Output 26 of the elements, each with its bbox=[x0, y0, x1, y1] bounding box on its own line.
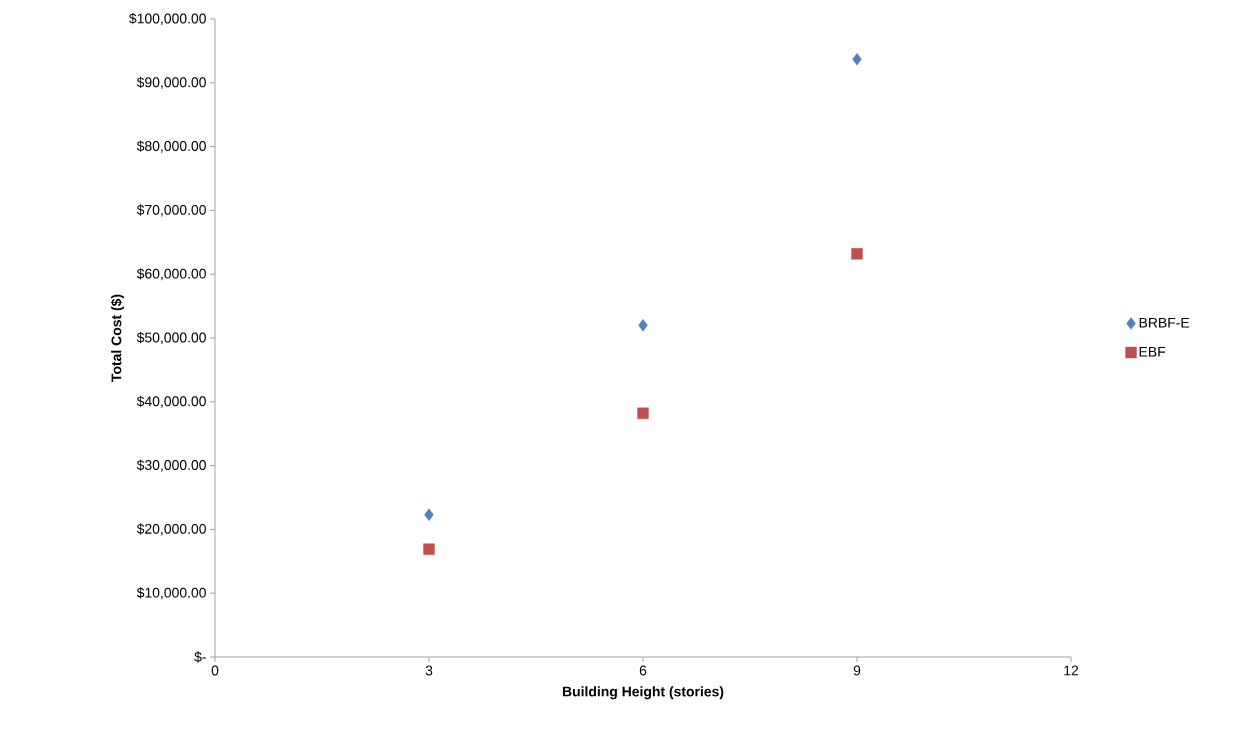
y-tick-label: $90,000.00 bbox=[136, 76, 206, 89]
y-tick-label: $20,000.00 bbox=[136, 523, 206, 536]
point bbox=[852, 52, 862, 66]
x-tick-label: 6 bbox=[639, 665, 647, 676]
point bbox=[637, 407, 649, 419]
y-tick-label: $- bbox=[194, 651, 206, 663]
y-tick-label: $60,000.00 bbox=[136, 268, 206, 281]
y-axis-title: Total Cost ($) bbox=[110, 294, 125, 382]
point bbox=[638, 319, 648, 332]
x-tick-label: 0 bbox=[211, 665, 219, 676]
y-tick-label: $30,000.00 bbox=[136, 459, 206, 472]
x-tick-label: 12 bbox=[1064, 665, 1079, 676]
y-tick-label: $100,000.00 bbox=[129, 12, 206, 26]
x-tick-label: 9 bbox=[853, 665, 861, 676]
point bbox=[423, 543, 435, 555]
y-tick-label: $50,000.00 bbox=[136, 331, 206, 345]
point bbox=[424, 508, 434, 521]
legend-label: BRBF-E bbox=[1139, 317, 1190, 328]
y-tick-label: $80,000.00 bbox=[136, 140, 206, 153]
legend-label: EBF bbox=[1139, 346, 1166, 357]
y-tick-label: $40,000.00 bbox=[136, 395, 206, 408]
y-tick-label: $70,000.00 bbox=[136, 204, 206, 217]
point bbox=[851, 248, 863, 260]
x-tick-label: 3 bbox=[425, 665, 433, 676]
x-axis-title: Building Height (stories) bbox=[562, 686, 724, 700]
y-tick-label: $10,000.00 bbox=[136, 587, 206, 600]
